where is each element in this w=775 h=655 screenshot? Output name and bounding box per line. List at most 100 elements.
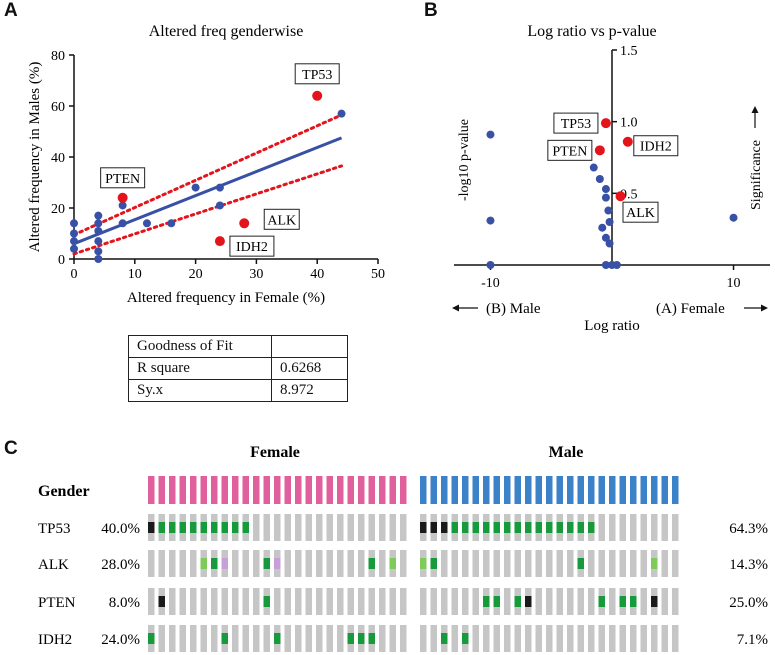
oncoprint-cell-bg bbox=[598, 514, 605, 541]
gender-cell-female bbox=[263, 476, 270, 504]
gender-cell-male bbox=[451, 476, 458, 504]
oncoprint-cell-bg bbox=[430, 588, 437, 615]
oncoprint-cell-bg bbox=[148, 588, 155, 615]
x-axis-label: Altered frequency in Female (%) bbox=[127, 290, 325, 306]
data-point bbox=[70, 237, 78, 246]
oncoprint-alteration bbox=[546, 522, 553, 533]
oncoprint-cell-bg bbox=[400, 625, 407, 652]
right-annotation: (A) Female bbox=[656, 301, 725, 317]
oncoprint-alteration bbox=[535, 522, 542, 533]
point-label-box bbox=[100, 167, 146, 189]
gender-cell-female bbox=[400, 476, 407, 504]
oncoprint-alteration bbox=[148, 633, 155, 644]
gender-cell-female bbox=[200, 476, 207, 504]
oncoprint-cell-bg bbox=[368, 588, 375, 615]
significance-arrow-head bbox=[751, 106, 759, 113]
oncoprint-cell-bg bbox=[379, 514, 386, 541]
oncoprint-cell-bg bbox=[389, 514, 396, 541]
oncoprint-alteration bbox=[274, 633, 281, 644]
data-point bbox=[94, 219, 103, 228]
point-label: IDH2 bbox=[236, 240, 268, 255]
oncoprint-cell-bg bbox=[588, 588, 595, 615]
gender-cell-female bbox=[284, 476, 291, 504]
gender-cell-male bbox=[514, 476, 521, 504]
oncoprint-cell-bg bbox=[347, 550, 354, 577]
gender-cell-female bbox=[169, 476, 176, 504]
gender-cell-male bbox=[472, 476, 479, 504]
oncoprint-alteration bbox=[148, 522, 155, 533]
oncoprint-cell-bg bbox=[316, 588, 323, 615]
chart-title: Altered freq genderwise bbox=[149, 23, 304, 40]
oncoprint-cell-bg bbox=[504, 550, 511, 577]
oncoprint-cell-bg bbox=[232, 625, 239, 652]
oncoprint-alteration bbox=[598, 596, 605, 607]
data-point bbox=[142, 219, 151, 228]
oncoprint-alteration bbox=[619, 596, 626, 607]
oncoprint-cell-bg bbox=[295, 625, 302, 652]
gender-row-label: Gender bbox=[38, 483, 90, 500]
oncoprint-cell-bg bbox=[326, 625, 333, 652]
point-label: ALK bbox=[267, 213, 296, 228]
oncoprint-cell-bg bbox=[358, 514, 365, 541]
male-percentage: 14.3% bbox=[729, 557, 768, 573]
data-point bbox=[94, 211, 103, 220]
x-axis-label: Log ratio bbox=[584, 318, 639, 334]
oncoprint-alteration bbox=[221, 633, 228, 644]
male-percentage: 7.1% bbox=[737, 632, 768, 648]
oncoprint-cell-bg bbox=[630, 625, 637, 652]
gender-cell-male bbox=[609, 476, 616, 504]
oncoprint-cell-bg bbox=[389, 588, 396, 615]
oncoprint-cell-bg bbox=[556, 588, 563, 615]
group-label-female: Female bbox=[250, 444, 300, 461]
y-tick-label: 60 bbox=[51, 100, 65, 115]
oncoprint-cell-bg bbox=[179, 625, 186, 652]
regression-line bbox=[73, 136, 343, 246]
x-tick-label: 10 bbox=[727, 276, 741, 291]
data-point bbox=[605, 239, 614, 248]
oncoprint-alteration bbox=[525, 522, 532, 533]
oncoprint-cell-bg bbox=[672, 514, 679, 541]
oncoprint-cell-bg bbox=[546, 625, 553, 652]
data-point bbox=[70, 229, 78, 238]
oncoprint-alteration bbox=[221, 522, 228, 533]
oncoprint-cell-bg bbox=[556, 550, 563, 577]
oncoprint-alteration bbox=[493, 596, 500, 607]
oncoprint-cell-bg bbox=[493, 625, 500, 652]
oncoprint-cell-bg bbox=[284, 588, 291, 615]
oncoprint-cell-bg bbox=[169, 625, 176, 652]
oncoprint-alteration bbox=[430, 522, 437, 533]
data-point bbox=[215, 183, 224, 192]
oncoprint-cell-bg bbox=[305, 550, 312, 577]
data-point bbox=[191, 183, 200, 192]
female-arrow-head bbox=[761, 304, 768, 312]
x-tick-label: 10 bbox=[128, 267, 142, 282]
y-tick-label: 1.5 bbox=[620, 44, 638, 59]
data-point bbox=[167, 219, 176, 228]
oncoprint-cell-bg bbox=[305, 514, 312, 541]
oncoprint-cell-bg bbox=[242, 588, 249, 615]
data-point bbox=[729, 213, 738, 222]
gender-cell-male bbox=[588, 476, 595, 504]
oncoprint-cell-bg bbox=[400, 588, 407, 615]
oncoprint-cell-bg bbox=[483, 625, 490, 652]
oncoprint-cell-bg bbox=[263, 514, 270, 541]
highlighted-point bbox=[622, 136, 633, 147]
data-point bbox=[118, 219, 127, 228]
oncoprint-cell-bg bbox=[200, 588, 207, 615]
gender-cell-female bbox=[368, 476, 375, 504]
highlighted-point bbox=[600, 118, 611, 129]
oncoprint-cell-bg bbox=[253, 588, 260, 615]
oncoprint-cell-bg bbox=[546, 550, 553, 577]
oncoprint-cell-bg bbox=[284, 625, 291, 652]
gender-cell-female bbox=[232, 476, 239, 504]
gender-cell-female bbox=[221, 476, 228, 504]
oncoprint-alteration bbox=[211, 558, 218, 569]
x-tick-label: 0 bbox=[71, 267, 78, 282]
oncoprint-cell-bg bbox=[337, 550, 344, 577]
oncoprint-cell-bg bbox=[295, 514, 302, 541]
oncoprint-cell-bg bbox=[326, 550, 333, 577]
oncoprint-alteration bbox=[420, 522, 427, 533]
oncoprint-cell-bg bbox=[661, 588, 668, 615]
oncoprint-cell-bg bbox=[651, 514, 658, 541]
oncoprint-cell-bg bbox=[630, 550, 637, 577]
